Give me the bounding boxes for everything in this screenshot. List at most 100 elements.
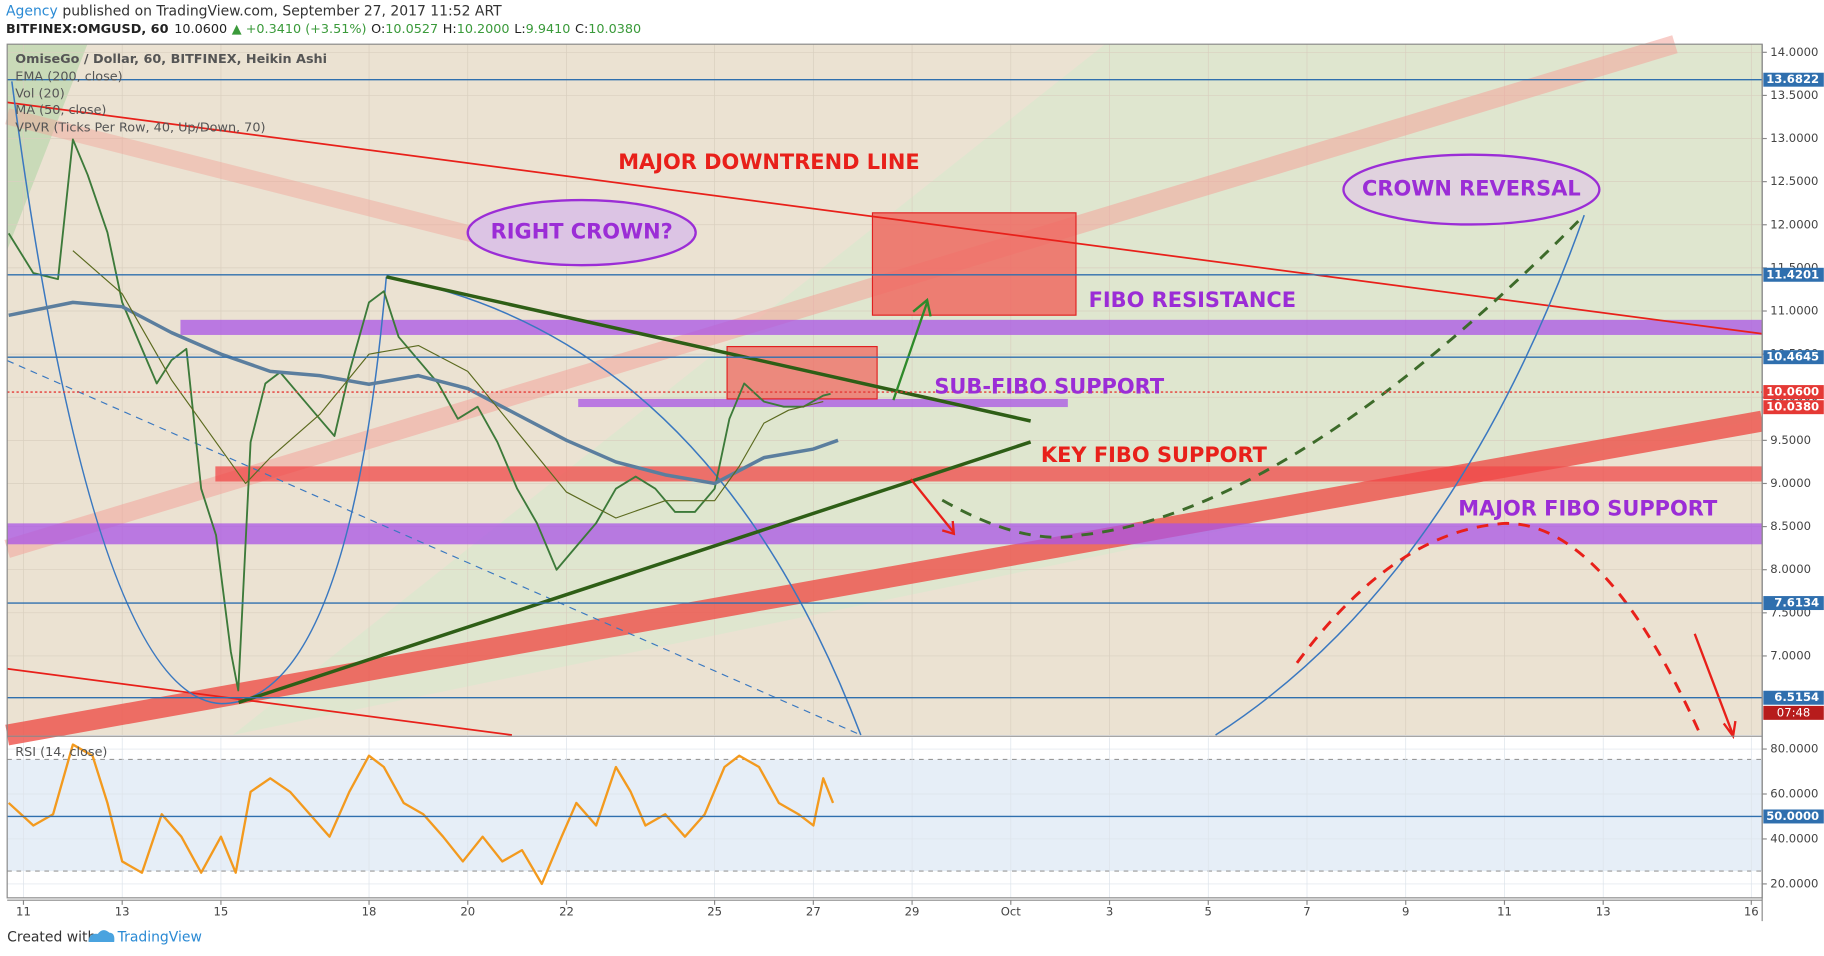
annotation: KEY FIBO SUPPORT [1041, 443, 1268, 467]
logo [88, 930, 115, 943]
level-label-box [1763, 809, 1824, 824]
annotation: MAJOR DOWNTREND LINE [618, 150, 919, 174]
arc [11, 81, 388, 705]
x-tick-label: 13 [115, 904, 130, 918]
legend-entry: Vol (20) [15, 87, 64, 102]
channel-band [5, 108, 514, 253]
level-label-box [1763, 267, 1824, 282]
callout [466, 198, 697, 267]
target-box [871, 212, 1077, 316]
legend-entry: EMA (200, close) [15, 69, 122, 84]
arrow [892, 297, 932, 401]
last-price: 10.0600 [174, 22, 227, 37]
projection [1295, 521, 1702, 736]
x-tick-label: 9 [1402, 904, 1409, 918]
symbol: BITFINEX:OMGUSD, 60 [6, 22, 169, 37]
level-label: 7.6134 [1774, 596, 1819, 610]
rsi-title: RSI (14, close) [15, 745, 107, 760]
ohlc-value: 10.2000 [457, 22, 510, 37]
x-tick-label: 5 [1205, 904, 1212, 918]
resistance-box [726, 345, 878, 400]
channel-band [4, 35, 1678, 558]
y-tick-label: 8.5000 [1770, 519, 1811, 533]
y-tick-label: 9.0000 [1770, 476, 1811, 490]
series-line [8, 300, 839, 486]
footer-brand[interactable]: TradingView [117, 929, 202, 945]
x-tick-label: Oct [1001, 904, 1022, 918]
level-label-box [1763, 596, 1824, 611]
series-line [72, 250, 824, 519]
x-tick-label: 13 [1596, 904, 1611, 918]
x-tick-label: 20 [460, 904, 475, 918]
level-label: 10.0380 [1766, 400, 1819, 414]
x-tick-label: 16 [1744, 904, 1759, 918]
level-label: 10.4645 [1766, 350, 1819, 364]
level-label-box [1763, 690, 1824, 705]
level-label: 6.5154 [1774, 690, 1819, 704]
ohlc-label: H: [443, 22, 457, 37]
y-tick-label: 60.0000 [1770, 786, 1818, 800]
y-tick-label: 14.0000 [1770, 45, 1818, 59]
series-line [7, 138, 831, 692]
ohlc-value: 9.9410 [526, 22, 571, 37]
y-tick-label: 8.0000 [1770, 562, 1811, 576]
change: ▲ +0.3410 (+3.51%) [232, 22, 367, 37]
header-line: BITFINEX:OMGUSD, 60 10.0600 ▲ +0.3410 (+3.… [6, 22, 641, 37]
x-tick-label: 29 [905, 904, 920, 918]
x-tick-label: 11 [16, 904, 31, 918]
major-fibo-zone [7, 523, 1763, 545]
annotation: RIGHT CROWN? [491, 220, 673, 244]
ohlc-label: C: [575, 22, 588, 37]
y-tick-label: 12.5000 [1770, 174, 1818, 188]
x-tick-label: 11 [1497, 904, 1512, 918]
wedge-top [385, 275, 1032, 423]
ohlc-label: O: [371, 22, 385, 37]
wedge-bottom [238, 440, 1032, 705]
legend-entry: VPVR (Ticks Per Row, 40, Up/Down, 70) [15, 120, 265, 135]
level-label-box [1763, 400, 1824, 415]
y-tick-label: 13.5000 [1770, 88, 1818, 102]
trend-line [7, 667, 513, 736]
x-tick-label: 22 [559, 904, 574, 918]
y-tick-label: 13.0000 [1770, 131, 1818, 145]
fibo-resistance-zone [180, 319, 1763, 335]
level-label-box [1763, 350, 1824, 365]
y-tick-label: 7.0000 [1770, 648, 1811, 662]
x-tick-label: 3 [1106, 904, 1113, 918]
level-label: 50.0000 [1766, 809, 1819, 823]
projection [941, 214, 1586, 539]
annotation: CROWN REVERSAL [1362, 177, 1581, 201]
level-label-box [1763, 72, 1824, 87]
y-tick-label: 40.0000 [1770, 831, 1818, 845]
chart-title: OmiseGo / Dollar, 60, BITFINEX, Heikin A… [15, 52, 327, 67]
x-tick-label: 15 [214, 904, 229, 918]
footer-text: Created with [7, 929, 96, 945]
arrow [909, 478, 956, 536]
sub-fibo-zone [578, 398, 1068, 408]
level-label: 13.6822 [1766, 72, 1819, 86]
callout [1342, 153, 1601, 226]
annotation: SUB-FIBO SUPPORT [934, 374, 1164, 398]
axes [6, 43, 1824, 922]
downtrend-line [7, 101, 1763, 335]
level-label-box [1763, 385, 1824, 400]
green-zone [232, 44, 1763, 736]
level-label: 10.0600 [1766, 385, 1819, 399]
series-line [7, 743, 835, 886]
publisher[interactable]: Agency [6, 4, 58, 20]
x-tick-label: 27 [806, 904, 821, 918]
y-tick-label: 9.5000 [1770, 433, 1811, 447]
key-fibo-zone [215, 466, 1763, 482]
countdown: 07:48 [1777, 705, 1811, 719]
y-tick-label: 80.0000 [1770, 742, 1818, 756]
published: published on TradingView.com, September … [62, 4, 502, 20]
x-tick-label: 25 [707, 904, 722, 918]
arc [386, 276, 862, 736]
y-tick-label: 20.0000 [1770, 876, 1818, 890]
annotation: MAJOR FIBO SUPPORT [1458, 496, 1718, 520]
level-label: 11.4201 [1766, 267, 1819, 281]
labels: Agency published on TradingView.com, Sept… [6, 4, 1824, 945]
x-tick-label: 18 [362, 904, 377, 918]
